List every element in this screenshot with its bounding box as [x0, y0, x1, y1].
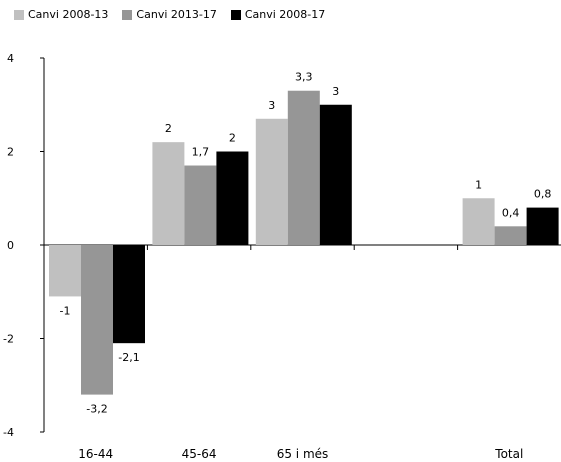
- bar: [81, 245, 113, 395]
- bar: [526, 207, 559, 245]
- y-tick-label: -4: [3, 426, 14, 439]
- x-category-label: 65 i més: [277, 447, 329, 461]
- legend-item-series-2: Canvi 2013-17: [122, 8, 217, 21]
- legend-label-series-1: Canvi 2008-13: [28, 8, 109, 21]
- legend-swatch-series-3: [230, 9, 241, 20]
- data-label: 0,4: [502, 206, 520, 219]
- bar: [462, 198, 495, 245]
- x-category-label: Total: [494, 447, 523, 461]
- data-label: 3,3: [295, 71, 313, 84]
- legend-swatch-series-1: [14, 9, 24, 20]
- bar: [113, 245, 145, 344]
- data-label: -1: [60, 304, 71, 317]
- data-label: 0,8: [534, 188, 552, 201]
- legend-label-series-2: Canvi 2013-17: [136, 8, 217, 21]
- x-category-label: 45-64: [182, 447, 217, 461]
- bar: [287, 90, 320, 245]
- data-label: 2: [165, 122, 172, 135]
- legend-label-series-3: Canvi 2008-17: [244, 8, 326, 21]
- data-label: -3,2: [86, 403, 107, 416]
- bar: [494, 226, 527, 245]
- data-label: 1: [475, 178, 482, 191]
- legend-item-series-1: Canvi 2008-13: [14, 8, 108, 21]
- legend-swatch-series-2: [122, 9, 133, 20]
- y-tick-label: 2: [7, 146, 14, 159]
- bar: [216, 151, 249, 245]
- data-label: 2: [229, 132, 236, 145]
- x-category-label: 16-44: [78, 447, 113, 461]
- data-label: 3: [268, 99, 275, 112]
- data-label: 1,7: [192, 146, 210, 159]
- bar: [49, 245, 81, 297]
- bar: [152, 142, 185, 245]
- y-tick-label: 4: [7, 52, 14, 65]
- legend: Canvi 2008-13 Canvi 2013-17 Canvi 2008-1…: [14, 8, 325, 21]
- bar: [255, 118, 288, 245]
- y-tick-label: 0: [7, 239, 14, 252]
- bar: [319, 104, 352, 245]
- legend-item-series-3: Canvi 2008-17: [230, 8, 326, 21]
- bar: [184, 165, 217, 245]
- data-label: -2,1: [118, 351, 139, 364]
- data-label: 3: [332, 85, 339, 98]
- y-tick-label: -2: [3, 333, 14, 346]
